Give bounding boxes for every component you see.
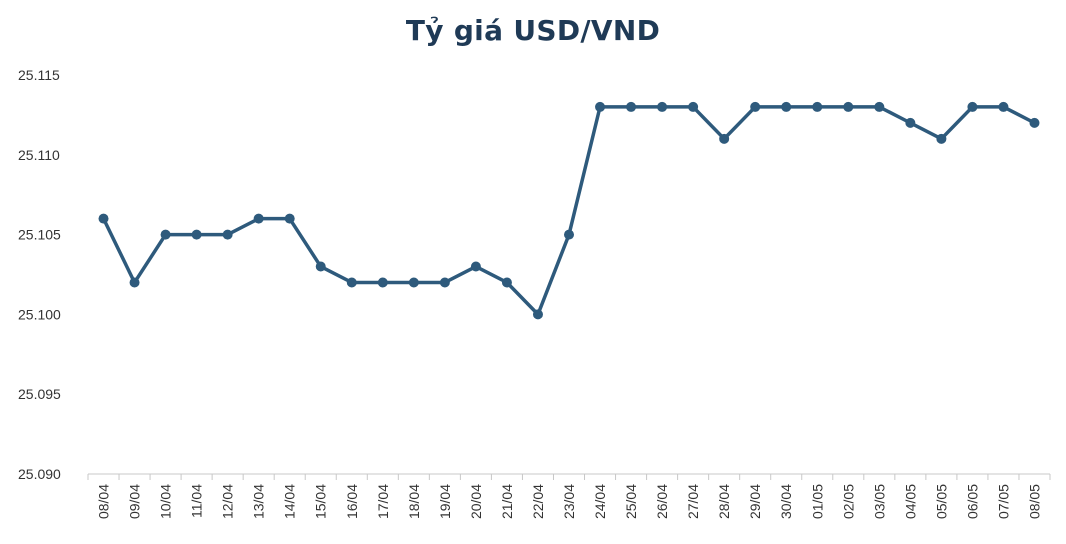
series-line	[101, 105, 1036, 317]
x-tick-label: 07/05	[995, 484, 1011, 519]
data-point	[936, 133, 947, 144]
y-tick-label: 25.105	[18, 227, 61, 243]
x-tick-label: 21/04	[499, 484, 515, 519]
data-point	[191, 229, 202, 240]
x-axis-tickmarks	[87, 474, 1051, 480]
data-point	[595, 101, 606, 112]
x-tick-label: 14/04	[282, 484, 298, 519]
x-tick-label: 25/04	[623, 484, 639, 519]
x-tick-label: 30/04	[778, 484, 794, 519]
data-point	[532, 309, 543, 320]
x-tick-label: 02/05	[840, 484, 856, 519]
data-point	[129, 277, 140, 288]
x-tick-label: 13/04	[251, 484, 267, 519]
data-point	[253, 213, 264, 224]
x-tick-label: 11/04	[189, 484, 205, 518]
x-tick-label: 05/05	[933, 484, 949, 519]
data-point	[408, 277, 419, 288]
x-tick-label: 28/04	[716, 484, 732, 519]
x-tick-label: 10/04	[158, 484, 174, 519]
data-point	[564, 229, 574, 240]
x-tick-label: 15/04	[313, 484, 329, 519]
data-point	[688, 101, 699, 112]
x-tick-label: 24/04	[592, 484, 608, 519]
y-tick-label: 25.095	[18, 386, 61, 402]
x-tick-label: 29/04	[747, 484, 763, 519]
data-point	[160, 229, 171, 240]
data-point	[98, 213, 109, 224]
data-point	[1029, 117, 1040, 128]
x-tick-label: 27/04	[685, 484, 701, 519]
x-tick-label: 16/04	[344, 484, 360, 519]
y-tick-label: 25.090	[18, 466, 61, 482]
x-tick-label: 23/04	[561, 484, 577, 519]
x-tick-label: 08/04	[96, 484, 112, 519]
data-point	[843, 101, 854, 112]
y-tick-label: 25.115	[18, 67, 60, 83]
data-point	[284, 213, 295, 224]
y-axis-ticks: 25.090 25.095 25.100 25.105 25.110 25.115	[18, 67, 61, 482]
x-tick-label: 08/05	[1026, 484, 1042, 519]
data-point	[905, 117, 916, 128]
x-tick-label: 22/04	[530, 484, 546, 519]
x-tick-label: 12/04	[220, 484, 236, 519]
x-tick-label: 26/04	[654, 484, 670, 519]
data-point	[998, 101, 1009, 112]
x-tick-label: 20/04	[468, 484, 484, 519]
data-point	[346, 277, 357, 288]
data-point	[377, 277, 388, 288]
x-tick-label: 18/04	[406, 484, 422, 519]
data-point	[315, 261, 326, 272]
series-points	[98, 101, 1040, 320]
data-point	[719, 133, 730, 144]
x-tick-label: 17/04	[375, 484, 391, 519]
data-point	[781, 101, 792, 112]
data-point	[439, 277, 450, 288]
data-point	[874, 101, 885, 112]
y-tick-label: 25.100	[18, 306, 61, 322]
x-tick-label: 09/04	[127, 484, 143, 519]
data-point	[967, 101, 978, 112]
x-tick-label: 06/05	[964, 484, 980, 519]
x-axis-ticks: 08/04 09/04 10/04 11/04 12/04 13/04 14/04 15/04…	[96, 484, 1043, 519]
data-point	[501, 277, 512, 288]
x-tick-label: 01/05	[809, 484, 825, 519]
data-point	[626, 101, 637, 112]
y-tick-label: 25.110	[18, 147, 60, 163]
x-tick-label: 03/05	[871, 484, 887, 519]
data-point	[657, 101, 668, 112]
x-tick-label: 04/05	[902, 484, 918, 519]
chart-title: Tỷ giá USD/VND	[405, 14, 661, 47]
data-point	[750, 101, 761, 112]
x-tick-label: 19/04	[437, 484, 453, 519]
data-point	[470, 261, 481, 272]
data-point	[812, 101, 823, 112]
data-point	[222, 229, 233, 240]
